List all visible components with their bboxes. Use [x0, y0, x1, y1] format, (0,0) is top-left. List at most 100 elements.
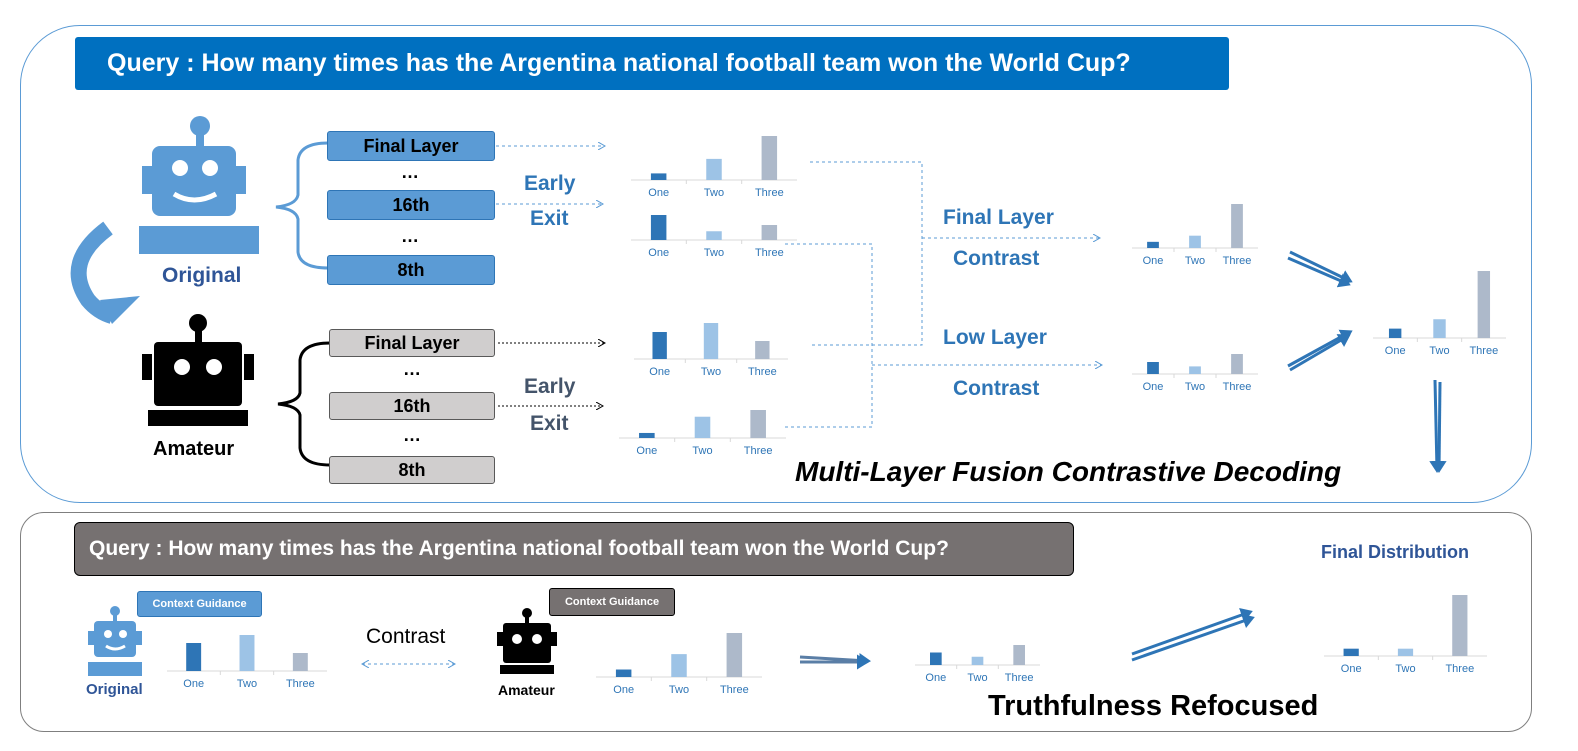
bar-one	[650, 173, 667, 180]
chart-ctx-original: One Two Three	[167, 635, 327, 690]
query-banner-bottom: Query : How many times has the Argentina…	[74, 522, 1074, 576]
bar-three	[292, 653, 308, 671]
orig-layer-final: Final Layer	[327, 131, 495, 161]
final-contrast-label: Contrast	[953, 247, 1040, 270]
tick-label-one: One	[1143, 255, 1164, 267]
tick-label-two: Two	[704, 247, 724, 259]
curved-arrow	[70, 221, 115, 324]
tick-label-three: Three	[1005, 672, 1034, 684]
bar-two	[1397, 648, 1414, 656]
bar-one	[615, 669, 632, 677]
original-label: Original	[162, 264, 242, 287]
bar-one	[650, 215, 667, 240]
bar-three	[726, 633, 743, 677]
top-panel	[20, 25, 1532, 503]
bar-two	[1433, 319, 1446, 338]
tick-label-one: One	[1143, 381, 1164, 393]
small-amateur-label: Amateur	[498, 682, 555, 698]
bottom-panel	[20, 512, 1532, 732]
tick-label-three: Three	[1223, 381, 1252, 393]
bar-one	[1343, 648, 1359, 656]
small-robot-original-icon	[88, 606, 142, 676]
chart-ama-16th: One Two Three	[619, 410, 786, 457]
tick-label-one: One	[636, 445, 657, 457]
brace-amateur	[277, 341, 331, 467]
brace-original	[275, 141, 329, 270]
tick-label-three: Three	[286, 678, 315, 690]
chart-low-layer-contrast: One Two Three	[1132, 354, 1258, 393]
amateur-label: Amateur	[153, 438, 235, 460]
bar-one	[930, 652, 942, 665]
orig-layer-8th: 8th	[327, 255, 495, 285]
bar-three	[750, 410, 766, 438]
context-guidance-amateur-tag: Context Guidance	[549, 588, 675, 616]
chart-ctx-amateur: One Two Three	[596, 633, 762, 696]
tick-label-three: Three	[1223, 255, 1252, 267]
chart-ama-final: One Two Three	[634, 323, 788, 378]
tick-label-one: One	[649, 366, 670, 378]
bar-three	[1452, 595, 1468, 656]
small-original-label: Original	[86, 681, 143, 698]
bar-three	[761, 225, 778, 240]
bar-three	[1477, 271, 1491, 338]
low-layer-label: Low Layer	[943, 326, 1047, 349]
orig-ellipsis-1: …	[401, 162, 419, 182]
bar-two	[694, 416, 711, 438]
chart-fused: One Two Three	[1373, 271, 1506, 357]
ama-layer-16th: 16th	[329, 392, 495, 420]
bar-three	[1231, 204, 1243, 248]
tick-label-three: Three	[720, 684, 749, 696]
low-layer-combination	[785, 243, 1102, 428]
tick-label-two: Two	[1395, 663, 1415, 675]
tick-label-one: One	[648, 247, 669, 259]
chart-ctx-contrast: One Two Three	[915, 645, 1040, 684]
contrast-label: Contrast	[366, 625, 446, 648]
final-distribution-label: Final Distribution	[1321, 542, 1469, 562]
bar-two	[706, 158, 722, 180]
bar-two	[706, 231, 722, 240]
exit-label-original: Exit	[530, 207, 569, 230]
robot-original-icon	[139, 116, 259, 254]
sketch-arrow-down-right	[1287, 250, 1353, 288]
method-title: Multi-Layer Fusion Contrastive Decoding	[795, 456, 1342, 487]
bar-two	[1189, 235, 1201, 248]
tick-label-one: One	[183, 678, 204, 690]
bar-one	[1147, 241, 1159, 248]
bar-one	[1147, 362, 1159, 374]
ama-layer-final: Final Layer	[329, 329, 495, 357]
bar-two	[971, 656, 984, 665]
ama-ellipsis-2: …	[403, 425, 421, 445]
final-layer-combination	[810, 161, 1100, 346]
tick-label-three: Three	[744, 445, 773, 457]
bar-two	[1189, 366, 1201, 374]
tick-label-three: Three	[1469, 345, 1498, 357]
tick-label-three: Three	[748, 366, 777, 378]
tick-label-two: Two	[967, 672, 987, 684]
query-banner-top: Query : How many times has the Argentina…	[75, 37, 1229, 90]
chart-final-distribution: One Two Three	[1324, 595, 1487, 675]
tick-label-one: One	[613, 684, 634, 696]
refocused-title: Truthfulness Refocused	[988, 690, 1319, 722]
bar-one	[186, 643, 202, 671]
bar-one	[639, 432, 655, 438]
final-layer-label: Final Layer	[943, 206, 1054, 229]
small-robot-amateur-icon	[497, 608, 557, 674]
tick-label-three: Three	[755, 247, 784, 259]
tick-label-two: Two	[704, 187, 724, 199]
bar-three	[755, 341, 770, 359]
low-contrast-label: Contrast	[953, 377, 1040, 400]
bar-two	[239, 635, 255, 671]
ama-ellipsis-1: …	[403, 359, 421, 379]
tick-label-three: Three	[1445, 663, 1474, 675]
tick-label-two: Two	[1185, 255, 1205, 267]
tick-label-one: One	[1341, 663, 1362, 675]
chart-orig-final: One Two Three	[631, 136, 797, 199]
bar-three	[761, 136, 778, 180]
tick-label-two: Two	[1185, 381, 1205, 393]
tick-label-one: One	[648, 187, 669, 199]
tick-label-one: One	[1385, 345, 1406, 357]
early-label-original: Early	[524, 172, 576, 195]
bar-one	[652, 332, 667, 359]
tick-label-one: One	[925, 672, 946, 684]
